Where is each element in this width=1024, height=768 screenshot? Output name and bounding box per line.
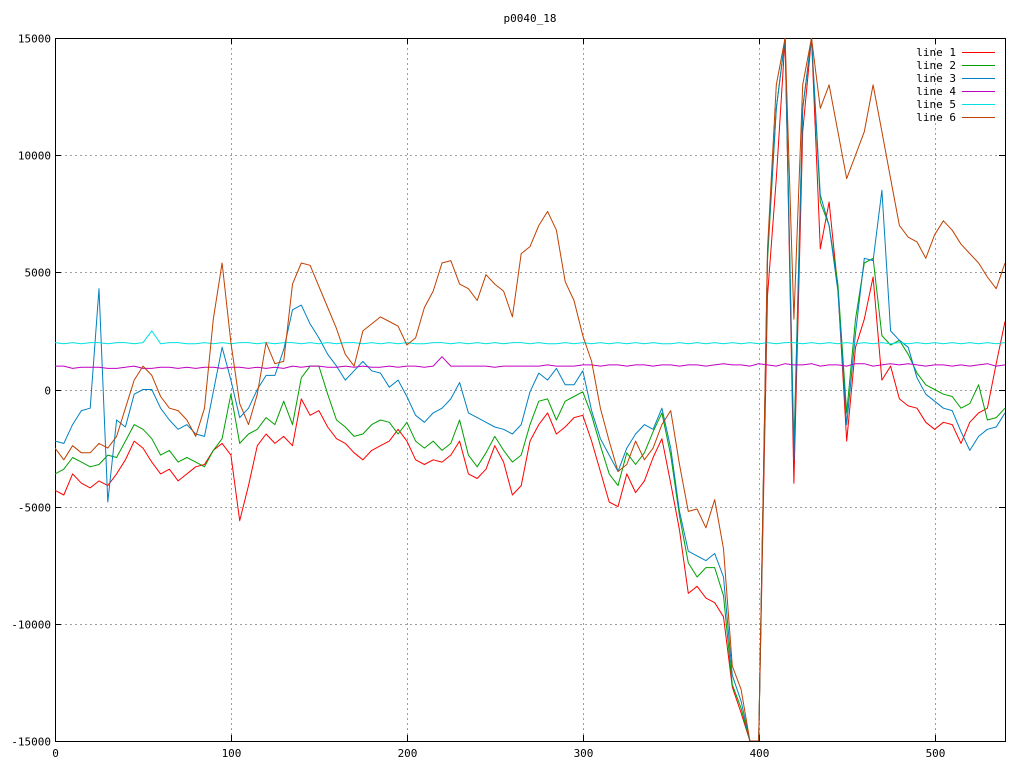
y-tick-label: 15000 — [18, 33, 51, 46]
x-tick-label: 400 — [750, 747, 770, 760]
y-tick-label: -15000 — [11, 736, 51, 749]
chart-title: p0040_18 — [504, 12, 557, 25]
x-tick-label: 0 — [52, 747, 59, 760]
legend-label: line 5 — [916, 98, 956, 111]
series-line-2 — [55, 38, 1005, 741]
x-tick-label: 100 — [222, 747, 242, 760]
grid — [55, 38, 1005, 741]
series-line-1 — [55, 38, 1005, 741]
series-line-5 — [55, 330, 1005, 345]
legend-label: line 4 — [916, 85, 956, 98]
y-tick-label: 5000 — [25, 267, 52, 280]
x-tick-label: 200 — [398, 747, 418, 760]
series-lines — [55, 38, 1005, 741]
y-tick-label: -5000 — [18, 502, 51, 515]
x-tick-label: 500 — [926, 747, 946, 760]
legend-label: line 1 — [916, 46, 956, 59]
y-tick-label: 10000 — [18, 150, 51, 163]
series-line-4 — [55, 356, 1005, 369]
y-tick-label: -10000 — [11, 619, 51, 632]
legend-label: line 3 — [916, 72, 956, 85]
series-line-3 — [55, 38, 1005, 741]
series-line-6 — [55, 38, 1005, 741]
x-tick-label: 300 — [574, 747, 594, 760]
y-tick-label: 0 — [44, 385, 51, 398]
axis-ticks: 0 100 200 300 400 500 -15000 -10000 -5000 0 5000 10… — [11, 33, 1005, 760]
legend-label: line 2 — [916, 59, 956, 72]
legend-label: line 6 — [916, 111, 956, 124]
